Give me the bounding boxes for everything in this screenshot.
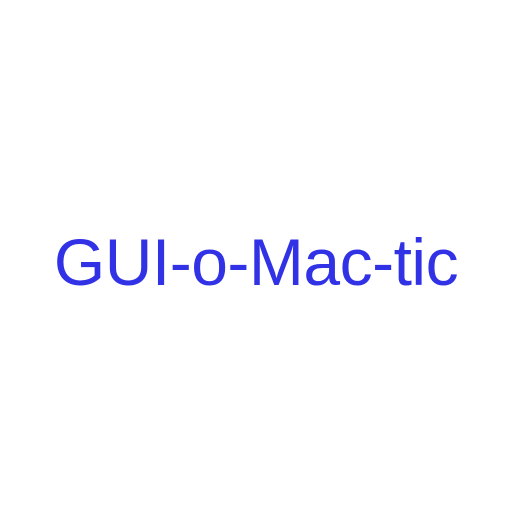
app-title: GUI-o-Mac-tic bbox=[53, 225, 459, 299]
